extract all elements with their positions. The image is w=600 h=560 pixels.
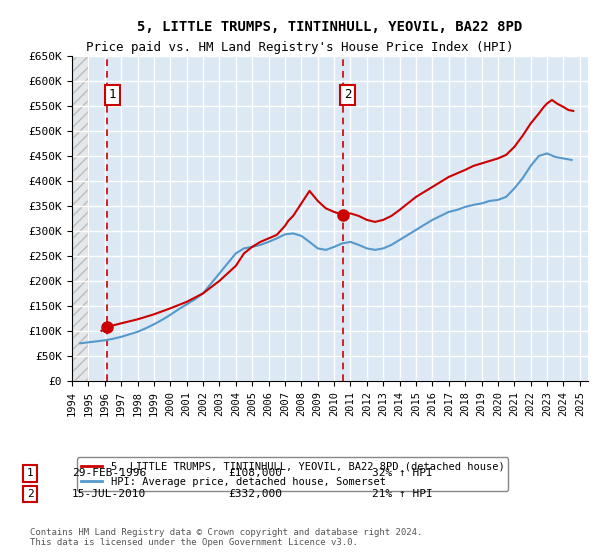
- 5, LITTLE TRUMPS, TINTINHULL, YEOVIL, BA22 8PD (detached house): [565, 106, 572, 113]
- 5, LITTLE TRUMPS, TINTINHULL, YEOVIL, BA22 8PD (detached house): [265, 235, 272, 242]
- Text: 15-JUL-2010: 15-JUL-2010: [72, 489, 146, 499]
- HPI: Average price, detached house, Somerset: (2.02e+03, 3.68e+05): Average price, detached house, Somerset:…: [502, 194, 509, 200]
- Line: HPI: Average price, detached house, Somerset: HPI: Average price, detached house, Some…: [80, 153, 572, 343]
- 5, LITTLE TRUMPS, TINTINHULL, YEOVIL, BA22 8PD (detached house): [314, 198, 322, 204]
- Text: 29-FEB-1996: 29-FEB-1996: [72, 468, 146, 478]
- Legend: 5, LITTLE TRUMPS, TINTINHULL, YEOVIL, BA22 8PD (detached house), HPI: Average pr: 5, LITTLE TRUMPS, TINTINHULL, YEOVIL, BA…: [77, 458, 508, 491]
- HPI: Average price, detached house, Somerset: (2.02e+03, 4.55e+05): Average price, detached house, Somerset:…: [544, 150, 551, 157]
- Text: 32% ↑ HPI: 32% ↑ HPI: [372, 468, 433, 478]
- Line: 5, LITTLE TRUMPS, TINTINHULL, YEOVIL, BA22 8PD (detached house): 5, LITTLE TRUMPS, TINTINHULL, YEOVIL, BA…: [101, 100, 573, 331]
- Text: £332,000: £332,000: [228, 489, 282, 499]
- HPI: Average price, detached house, Somerset: (2e+03, 2.68e+05): Average price, detached house, Somerset:…: [248, 244, 256, 250]
- Text: 2: 2: [26, 489, 34, 499]
- HPI: Average price, detached house, Somerset: (1.99e+03, 7.5e+04): Average price, detached house, Somerset:…: [77, 340, 84, 347]
- Text: £108,000: £108,000: [228, 468, 282, 478]
- 5, LITTLE TRUMPS, TINTINHULL, YEOVIL, BA22 8PD (detached house): [241, 250, 248, 256]
- Bar: [72, 56, 88, 381]
- Text: 2: 2: [344, 88, 352, 101]
- Text: 1: 1: [26, 468, 34, 478]
- 5, LITTLE TRUMPS, TINTINHULL, YEOVIL, BA22 8PD (detached house): [183, 298, 190, 305]
- 5, LITTLE TRUMPS, TINTINHULL, YEOVIL, BA22 8PD (detached house): [548, 97, 556, 104]
- HPI: Average price, detached house, Somerset: (2.01e+03, 2.75e+05): Average price, detached house, Somerset:…: [338, 240, 346, 247]
- Text: Contains HM Land Registry data © Crown copyright and database right 2024.
This d: Contains HM Land Registry data © Crown c…: [30, 528, 422, 547]
- Text: 1: 1: [109, 88, 116, 101]
- Text: Price paid vs. HM Land Registry's House Price Index (HPI): Price paid vs. HM Land Registry's House …: [86, 41, 514, 54]
- 5, LITTLE TRUMPS, TINTINHULL, YEOVIL, BA22 8PD (detached house): [540, 104, 547, 110]
- Title: 5, LITTLE TRUMPS, TINTINHULL, YEOVIL, BA22 8PD: 5, LITTLE TRUMPS, TINTINHULL, YEOVIL, BA…: [137, 20, 523, 34]
- 5, LITTLE TRUMPS, TINTINHULL, YEOVIL, BA22 8PD (detached house): [569, 108, 577, 114]
- HPI: Average price, detached house, Somerset: (2e+03, 1.43e+05): Average price, detached house, Somerset:…: [175, 306, 182, 312]
- HPI: Average price, detached house, Somerset: (2e+03, 1.63e+05): Average price, detached house, Somerset:…: [191, 296, 199, 303]
- HPI: Average price, detached house, Somerset: (2.02e+03, 4.42e+05): Average price, detached house, Somerset:…: [568, 157, 575, 164]
- Text: 21% ↑ HPI: 21% ↑ HPI: [372, 489, 433, 499]
- HPI: Average price, detached house, Somerset: (2.01e+03, 2.62e+05): Average price, detached house, Somerset:…: [371, 246, 379, 253]
- 5, LITTLE TRUMPS, TINTINHULL, YEOVIL, BA22 8PD (detached house): [98, 328, 105, 334]
